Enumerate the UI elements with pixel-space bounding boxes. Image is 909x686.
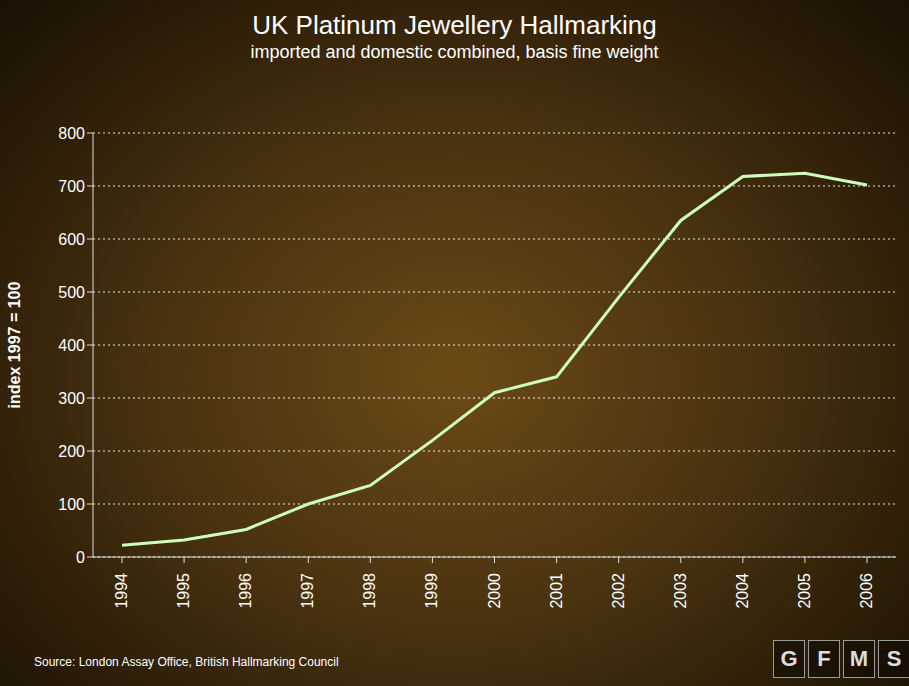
svg-text:300: 300 xyxy=(58,390,85,407)
svg-text:500: 500 xyxy=(58,284,85,301)
svg-text:400: 400 xyxy=(58,337,85,354)
svg-text:800: 800 xyxy=(58,125,85,142)
html-text:S: S xyxy=(886,646,902,671)
svg-text:700: 700 xyxy=(58,178,85,195)
svg-text:2004: 2004 xyxy=(734,573,751,609)
svg-text:1996: 1996 xyxy=(237,573,254,609)
html-text:F: F xyxy=(817,646,831,671)
svg-text:1997: 1997 xyxy=(299,573,316,609)
html-text:Source: London Assay Office, B: Source: London Assay Office, British Hal… xyxy=(34,655,339,669)
html-text:M: M xyxy=(849,646,869,671)
svg-text:200: 200 xyxy=(58,443,85,460)
svg-text:2001: 2001 xyxy=(548,573,565,609)
svg-text:2000: 2000 xyxy=(486,573,503,609)
svg-text:1999: 1999 xyxy=(423,573,440,609)
svg-text:2006: 2006 xyxy=(858,573,875,609)
svg-text:2003: 2003 xyxy=(672,573,689,609)
svg-text:0: 0 xyxy=(76,549,85,566)
html-text:UK Platinum Jewellery Hallmark: UK Platinum Jewellery Hallmarking xyxy=(252,10,657,40)
html-text:G: G xyxy=(780,646,798,671)
svg-text:1994: 1994 xyxy=(113,573,130,609)
html-text:imported and domestic combined: imported and domestic combined, basis fi… xyxy=(250,42,659,62)
svg-text:100: 100 xyxy=(58,496,85,513)
svg-text:index 1997 = 100: index 1997 = 100 xyxy=(6,282,23,409)
svg-text:2002: 2002 xyxy=(610,573,627,609)
svg-text:1998: 1998 xyxy=(361,573,378,609)
svg-text:2005: 2005 xyxy=(796,573,813,609)
svg-text:600: 600 xyxy=(58,231,85,248)
svg-text:1995: 1995 xyxy=(175,573,192,609)
